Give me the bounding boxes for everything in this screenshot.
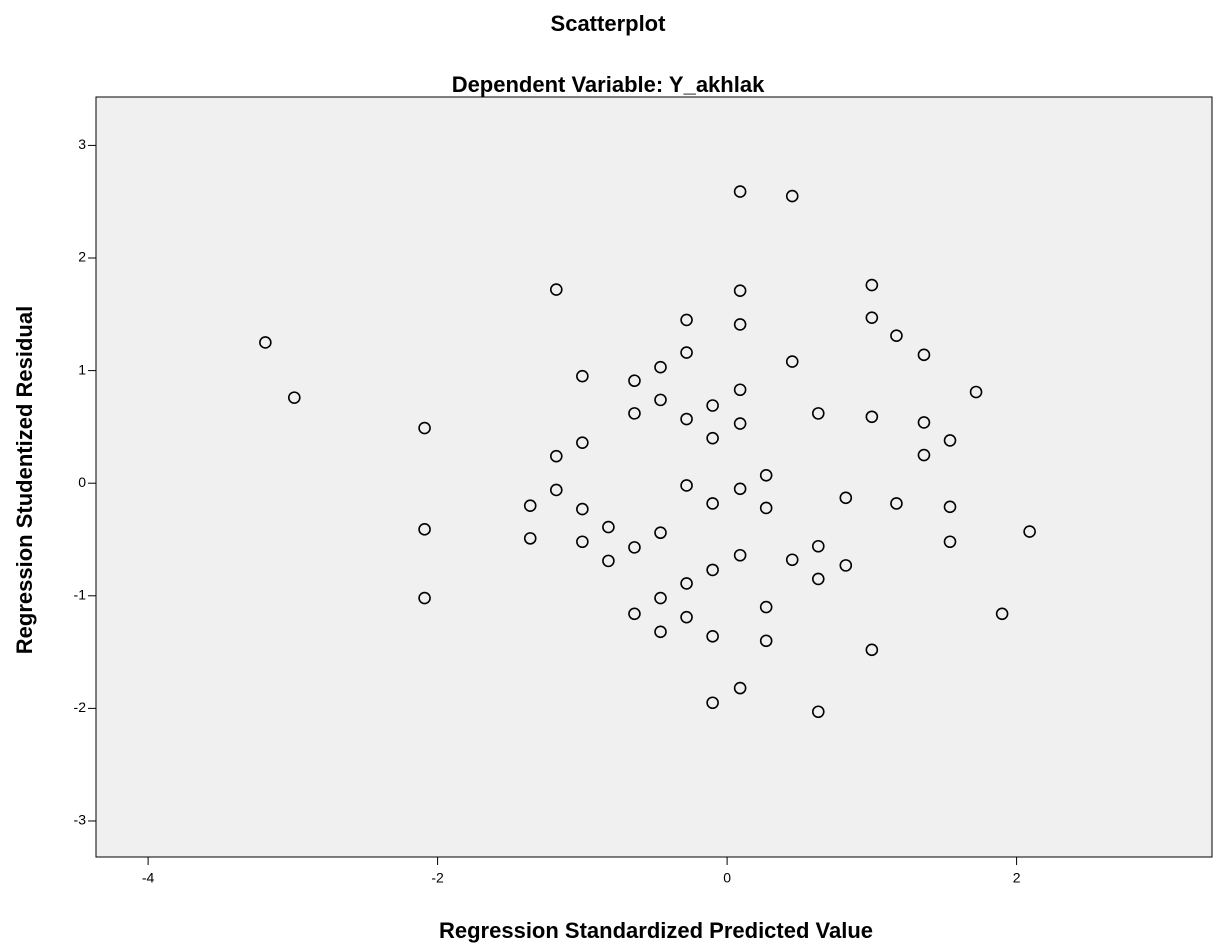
point bbox=[680, 479, 693, 492]
point bbox=[654, 393, 667, 407]
point bbox=[943, 434, 957, 447]
point bbox=[706, 497, 719, 510]
point bbox=[785, 355, 799, 368]
point bbox=[890, 329, 903, 342]
point bbox=[811, 705, 825, 719]
y-tick-label: 0 bbox=[78, 474, 86, 490]
point bbox=[917, 348, 931, 362]
point bbox=[680, 346, 693, 359]
point bbox=[706, 399, 719, 412]
point bbox=[811, 572, 825, 586]
point bbox=[759, 501, 773, 515]
point bbox=[811, 539, 825, 553]
point bbox=[917, 448, 931, 462]
point bbox=[654, 526, 667, 540]
point bbox=[576, 535, 589, 549]
x-axis-title: Regression Standardized Predicted Value bbox=[439, 918, 873, 943]
x-tick-label: -2 bbox=[431, 870, 444, 886]
point bbox=[602, 554, 615, 568]
point bbox=[865, 643, 879, 657]
point bbox=[785, 553, 799, 567]
point bbox=[706, 630, 719, 643]
point bbox=[523, 532, 537, 545]
point bbox=[865, 410, 879, 424]
point bbox=[680, 577, 693, 590]
point bbox=[890, 497, 903, 510]
y-tick-label: 1 bbox=[78, 361, 86, 377]
point bbox=[628, 374, 641, 388]
point bbox=[549, 283, 563, 296]
point bbox=[549, 483, 563, 497]
point bbox=[785, 189, 799, 203]
point bbox=[628, 607, 641, 621]
point bbox=[943, 500, 957, 514]
point bbox=[839, 491, 853, 505]
point bbox=[418, 591, 431, 605]
chart-subtitle: Dependent Variable: Y_akhlak bbox=[452, 72, 765, 97]
point bbox=[418, 523, 431, 536]
point bbox=[680, 412, 693, 426]
point bbox=[628, 541, 641, 554]
y-axis-title: Regression Studentized Residual bbox=[12, 306, 37, 654]
point bbox=[995, 607, 1009, 621]
y-tick-label: -3 bbox=[74, 812, 87, 828]
y-tick-label: -2 bbox=[74, 699, 87, 715]
x-tick-label: 0 bbox=[723, 870, 731, 886]
point bbox=[839, 559, 853, 572]
point bbox=[969, 385, 983, 399]
point bbox=[943, 535, 957, 549]
point bbox=[811, 407, 825, 420]
point bbox=[576, 436, 589, 449]
point bbox=[917, 416, 931, 429]
point bbox=[733, 318, 747, 331]
point bbox=[733, 284, 747, 297]
point bbox=[865, 278, 879, 292]
point bbox=[706, 696, 719, 710]
chart-title: Scatterplot bbox=[551, 11, 667, 36]
y-tick-label: 3 bbox=[78, 136, 86, 152]
point bbox=[733, 681, 747, 695]
plot-area bbox=[95, 96, 1213, 858]
point bbox=[680, 313, 693, 327]
point bbox=[680, 610, 693, 624]
y-tick-label: 2 bbox=[78, 249, 86, 265]
point bbox=[576, 502, 589, 516]
point bbox=[733, 185, 747, 198]
point bbox=[733, 548, 747, 562]
y-tick-label: -1 bbox=[74, 586, 87, 602]
point bbox=[759, 469, 773, 482]
point bbox=[706, 431, 719, 445]
x-tick-label: 2 bbox=[1013, 870, 1021, 886]
x-tick-label: -4 bbox=[142, 870, 155, 886]
point bbox=[288, 391, 301, 404]
point bbox=[865, 311, 879, 324]
point bbox=[576, 369, 589, 383]
point bbox=[733, 417, 747, 430]
point bbox=[259, 336, 272, 349]
point bbox=[628, 407, 641, 420]
point bbox=[654, 625, 667, 639]
point bbox=[759, 600, 773, 614]
point bbox=[602, 520, 615, 534]
point bbox=[1023, 525, 1036, 538]
point bbox=[654, 360, 667, 374]
point bbox=[733, 482, 747, 496]
point bbox=[418, 421, 431, 435]
point bbox=[549, 449, 563, 463]
point bbox=[523, 499, 537, 513]
point bbox=[706, 563, 719, 577]
point bbox=[654, 591, 667, 605]
point bbox=[759, 634, 773, 648]
point bbox=[733, 383, 747, 397]
